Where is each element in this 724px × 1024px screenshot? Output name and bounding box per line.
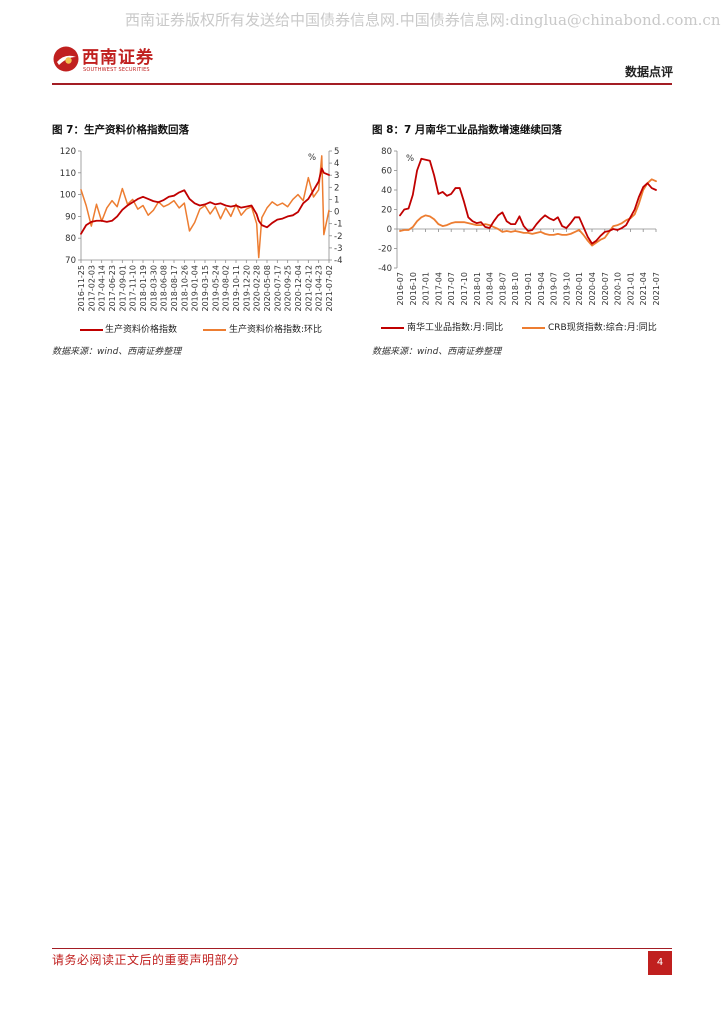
- y-tick-label: -20: [378, 245, 392, 255]
- x-tick-label: 2018-10-26: [180, 265, 189, 312]
- x-tick-label: 2021-04: [639, 272, 648, 305]
- x-tick-label: 2021-04-23: [315, 265, 324, 312]
- x-tick-label: 2019-07: [550, 272, 559, 305]
- x-tick-label: 2019-01-04: [191, 265, 200, 312]
- y-left-tick-label: 100: [60, 191, 76, 201]
- x-tick-label: 2021-07: [652, 272, 661, 305]
- x-tick-label: 2016-07: [396, 272, 405, 305]
- y-left-tick-label: 70: [65, 256, 76, 266]
- y-left-tick-label: 90: [65, 212, 76, 222]
- x-tick-label: 2019-05-24: [211, 265, 220, 312]
- y-left-tick-label: 80: [65, 234, 76, 244]
- y-right-tick-label: -1: [334, 220, 342, 230]
- x-tick-label: 2020-07-17: [273, 265, 282, 312]
- footer-divider: [52, 948, 672, 949]
- x-tick-label: 2021-02-12: [304, 265, 313, 312]
- x-tick-label: 2018-07: [498, 272, 507, 305]
- y-right-tick-label: 4: [334, 159, 339, 169]
- legend-label-production-price-index: 生产资料价格指数: [105, 325, 178, 335]
- y-right-tick-label: -2: [334, 232, 342, 242]
- footer-disclaimer: 请务必阅读正文后的重要声明部分: [52, 953, 240, 967]
- series-line-crb-spot-yoy: [399, 178, 657, 247]
- x-tick-label: 2019-03-15: [201, 265, 210, 312]
- x-tick-label: 2021-01: [626, 272, 635, 305]
- logo-emblem-icon: [53, 46, 79, 72]
- y-tick-label: 20: [381, 206, 392, 216]
- x-tick-label: 2019-10: [562, 272, 571, 305]
- x-tick-label: 2020-10: [614, 272, 623, 305]
- figure-7-source: 数据来源：wind、西南证券整理: [52, 347, 182, 357]
- y-tick-label: -40: [378, 264, 392, 274]
- x-tick-label: 2018-08-17: [170, 265, 179, 312]
- x-tick-label: 2020-02-28: [253, 265, 262, 312]
- y-right-tick-label: 0: [334, 208, 339, 218]
- report-section-label: 数据点评: [625, 65, 674, 79]
- x-tick-label: 2018-06-08: [160, 265, 169, 312]
- x-tick-label: 2017-07: [447, 272, 456, 305]
- x-tick-label: 2020-01: [575, 272, 584, 305]
- legend-label-nanhua-industrial-yoy: 南华工业品指数:月:同比: [407, 323, 504, 333]
- y-right-tick-label: -3: [334, 244, 342, 254]
- x-tick-label: 2020-07: [601, 272, 610, 305]
- x-tick-label: 2016-10: [409, 272, 418, 305]
- x-tick-label: 2019-08-02: [222, 265, 231, 312]
- x-tick-label: 2019-10-11: [232, 265, 241, 312]
- x-tick-label: 2018-01: [473, 272, 482, 305]
- x-tick-label: 2019-04: [537, 272, 546, 305]
- x-tick-label: 2018-10: [511, 272, 520, 305]
- y-right-tick-label: 3: [334, 171, 339, 181]
- legend-swatch-production-price-index: [80, 329, 103, 331]
- y-tick-label: 40: [381, 186, 392, 196]
- legend-label-production-price-index-mom: 生产资料价格指数:环比: [229, 325, 323, 335]
- x-tick-label: 2018-01-19: [139, 265, 148, 312]
- series-line-nanhua-industrial-yoy: [399, 157, 657, 245]
- legend-swatch-crb-spot-yoy: [522, 327, 545, 329]
- x-tick-label: 2020-04: [588, 272, 597, 305]
- x-tick-label: 2017-04: [434, 272, 443, 305]
- series-line-production-price-index-mom: [80, 155, 330, 259]
- x-tick-label: 2019-12-20: [242, 265, 251, 312]
- y-right-tick-label: 2: [334, 183, 339, 193]
- y-right-unit-label: %: [308, 153, 316, 163]
- x-tick-label: 2017-11-10: [129, 265, 138, 312]
- x-tick-label: 2020-12-04: [294, 265, 303, 312]
- figure-7-chart: 120 110 100 90 80 70 5 4 3 2 1 0 -1 -2 -3 -4% 2016-11-25…: [60, 147, 343, 312]
- logo-wordmark: 西南证券: [82, 48, 154, 68]
- x-tick-label: 2018-04: [486, 272, 495, 305]
- legend-label-crb-spot-yoy: CRB现货指数:综合:月:同比: [548, 323, 657, 333]
- x-tick-label: 2017-04-14: [98, 265, 107, 312]
- copyright-watermark: 西南证券版权所有发送给中国债券信息网.中国债券信息网:dinglua@china…: [125, 11, 721, 29]
- series-line-production-price-index: [80, 167, 330, 235]
- y-right-tick-label: 5: [334, 147, 339, 157]
- figure-7-title: 图 7：生产资料价格指数回落: [52, 124, 189, 136]
- x-tick-label: 2017-09-01: [118, 265, 127, 312]
- x-tick-label: 2020-09-25: [284, 265, 293, 312]
- figure-8-source: 数据来源：wind、西南证券整理: [372, 347, 502, 357]
- x-tick-label: 2019-01: [524, 272, 533, 305]
- x-tick-label: 2017-01: [422, 272, 431, 305]
- y-unit-label: %: [406, 154, 414, 164]
- legend-swatch-production-price-index-mom: [203, 329, 226, 331]
- y-left-tick-label: 110: [60, 169, 76, 179]
- x-tick-label: 2016-11-25: [77, 265, 86, 312]
- x-tick-label: 2021-07-02: [325, 265, 334, 312]
- logo-english-name: SOUTHWEST SECURITIES: [83, 67, 150, 73]
- y-tick-label: 0: [387, 225, 392, 235]
- header-divider: [52, 83, 672, 85]
- x-tick-label: 2018-03-30: [149, 265, 158, 312]
- figure-8-title: 图 8：7 月南华工业品指数增速继续回落: [372, 124, 562, 136]
- x-tick-label: 2017-10: [460, 272, 469, 305]
- x-tick-label: 2017-02-03: [87, 265, 96, 312]
- y-left-tick-label: 120: [60, 147, 76, 157]
- y-right-tick-label: 1: [334, 195, 339, 205]
- x-tick-label: 2020-05-08: [263, 265, 272, 312]
- x-tick-label: 2017-06-23: [108, 265, 117, 312]
- y-tick-label: 60: [381, 167, 392, 177]
- page-number: 4: [648, 951, 672, 975]
- y-tick-label: 80: [381, 147, 392, 157]
- legend-swatch-nanhua-industrial-yoy: [381, 327, 404, 329]
- y-right-tick-label: -4: [334, 256, 342, 266]
